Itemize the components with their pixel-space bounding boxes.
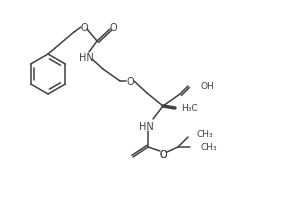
Text: O: O [159,149,167,159]
Text: OH: OH [200,82,214,91]
Text: CH₃: CH₃ [196,130,212,139]
Text: O: O [80,23,88,33]
Text: O: O [126,77,134,87]
Text: CH₃: CH₃ [200,143,217,152]
Text: HN: HN [139,121,153,131]
Text: HN: HN [79,53,93,63]
Text: O: O [159,149,167,159]
Text: O: O [109,23,117,33]
Text: H₃C: H₃C [181,104,198,113]
